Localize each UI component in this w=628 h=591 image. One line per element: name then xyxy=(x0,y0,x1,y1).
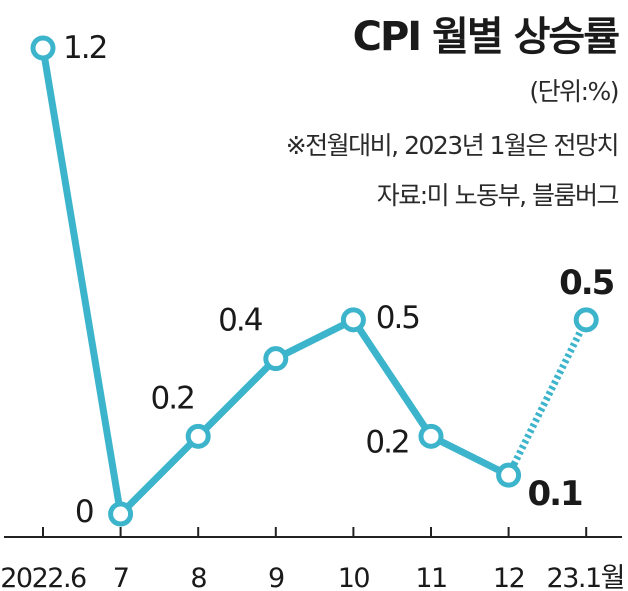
data-point xyxy=(573,307,599,333)
x-tick-label: 9 xyxy=(268,563,284,591)
data-points xyxy=(30,35,599,527)
source-label: 자료:미 노동부, 블룸버그 xyxy=(376,181,620,210)
data-label: 0.2 xyxy=(365,424,408,460)
x-tick-label: 10 xyxy=(338,563,370,591)
x-tick-label: 8 xyxy=(190,563,206,591)
x-tick-label: 12 xyxy=(493,563,524,591)
data-label: 0.2 xyxy=(151,380,194,416)
data-labels: 1.2 0 0.2 0.4 0.5 0.2 0.1 0.5 xyxy=(63,30,616,530)
data-label: 0.5 xyxy=(559,263,614,303)
data-point xyxy=(108,501,134,527)
series-lines xyxy=(39,44,590,518)
data-point xyxy=(263,346,289,372)
data-label: 0 xyxy=(75,494,93,530)
data-label: 0.4 xyxy=(218,303,262,339)
x-axis: 2022.6 7 8 9 10 11 12 23.1월 xyxy=(0,527,626,591)
data-label: 1.2 xyxy=(63,30,106,66)
chart-title: CPI 월별 상승률 xyxy=(352,14,620,60)
data-label: 0.1 xyxy=(527,474,582,514)
data-point xyxy=(340,307,366,333)
unit-label: (단위:%) xyxy=(529,77,619,106)
footnote: ※전월대비, 2023년 1월은 전망치 xyxy=(285,131,620,160)
forecast-series-line xyxy=(505,318,590,477)
x-tick-label: 2022.6 xyxy=(0,563,86,591)
data-label: 0.5 xyxy=(376,300,420,336)
x-tick-label: 7 xyxy=(113,563,129,591)
x-tick-label: 23.1월 xyxy=(547,563,624,591)
data-point xyxy=(496,462,522,488)
x-tick-label: 11 xyxy=(415,563,446,591)
data-point xyxy=(30,35,56,61)
data-point xyxy=(418,423,444,449)
data-point xyxy=(185,423,211,449)
